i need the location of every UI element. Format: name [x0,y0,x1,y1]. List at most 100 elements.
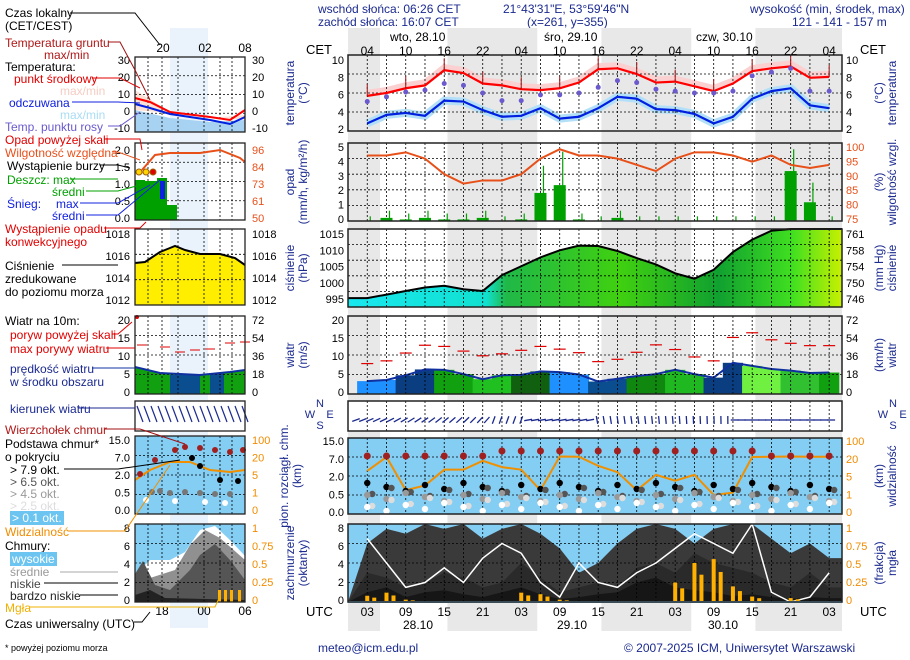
cloud-base-dot [426,494,434,502]
fog-tick: 0.75 [846,541,867,553]
dew-point [499,98,505,104]
wind-arrow [498,416,503,424]
temp-tick-right: 4 [846,107,852,119]
wind-arrow [524,418,533,422]
hour-label-cet: 22 [476,44,490,58]
legend-okt-45: > 4.5 okt. [10,487,60,501]
wind-arrow [421,417,429,423]
mini-wind-area-dark [210,373,224,394]
dew-point [672,88,678,94]
utc-label-right: UTC [860,604,887,619]
legend-wind: Wiatr na 10m: [5,314,80,328]
mini-okta-panel [134,523,246,603]
hour-label-utc: 21 [784,605,798,619]
mini-fraction-tick: 0.25 [252,577,273,589]
wind-arrow [637,415,640,425]
cloud-base-dot [446,486,453,494]
cloud-top-dot [671,447,679,455]
email-link[interactable]: meteo@icm.edu.pl [318,641,419,655]
cloud-top-dot [556,447,564,455]
pressure-axis-label: ciśnienie (hPa) [283,244,310,291]
hour-label-utc: 15 [746,605,760,619]
legend-temp-mid: punkt środkowy [14,72,98,86]
svg-text:wiatr: wiatr [283,342,297,368]
wind-arrow [657,415,661,425]
coordinates-text: 21°43'31"E, 53°59'46"N [503,2,630,16]
mini-cloud-tick: 2.0 [115,470,130,482]
cloud-base-dot [787,501,794,509]
mini-wind-area-dark [170,375,200,394]
wind-speed-bar [549,372,570,394]
cloud-base-dot [484,484,491,492]
mini-pressure-tick: 1018 [106,229,130,241]
svg-text:pion. rozciągł. chm.: pion. rozciągł. chm. [277,424,291,527]
mini-humidity-line [141,148,246,171]
wind-arrow [586,418,595,422]
wind-arrow [372,417,381,423]
mini-wind-arrow [227,405,235,423]
pressure-panel [347,228,843,308]
precip-axis-label: opad (mm/h, kg/m²/h) [283,140,310,225]
mini-precip-panel [134,142,246,221]
cloud-base-dot [806,505,814,513]
dew-point [595,84,601,90]
wind-speed-bar [799,372,821,394]
cloud-base-dot [580,496,588,504]
rain-bar [418,217,431,221]
cloud-base-dot [830,486,838,494]
wind-speed-bar [742,365,763,394]
cet-label-left: CET [306,42,332,57]
hour-label-utc: 09 [553,605,567,619]
mini-pressure-line [134,244,246,266]
dew-point [460,82,466,88]
fog-axis-label: (frakcja) mgła [872,541,899,584]
cloud-base-dot [696,500,703,508]
mini-utc-hour: 06 [238,604,252,618]
wind-arrow [519,416,524,424]
okta-tick: 2 [338,577,344,589]
svg-text:(hPa): (hPa) [296,253,310,282]
mini-wind-arrow [143,405,151,423]
mini-precip-tick: 0.0 [115,213,130,225]
cloud-base-dot [595,501,602,509]
cloud-top-dot [748,447,756,455]
mini-cloud-panel [134,435,246,515]
fog-bar [737,591,742,602]
mini-wind-tick: 5 [124,369,130,381]
cloud-base-dot [561,502,568,510]
legend-gust-max: max porywy wiatru [10,342,110,356]
cloud-axis-label: pion. rozciągł. chm. (km) [277,424,304,527]
rain-bar [553,185,566,221]
wind-arrow [579,418,588,422]
pressure-tick: 1005 [320,262,344,274]
wind-arrow [400,417,408,423]
svg-text:(%): (%) [872,173,886,192]
compass-s-right: S [889,420,896,432]
okta-tick: 8 [338,523,344,535]
precip-tick: 4 [338,156,344,168]
legend-gust-over: poryw powyżej skali [10,328,117,342]
legend-cloud-base: Podstawa chmur* [5,437,100,451]
legend-leader-line [112,321,133,335]
cloud-base-dot [479,495,486,503]
wind-arrow [476,416,484,424]
cloud-base-dot [671,507,679,515]
cloud-base-dot [383,483,390,491]
cloud-base-dot [729,499,737,507]
fog-tick: 0.25 [846,577,867,589]
pressure-tick: 1010 [320,245,344,257]
cloud-base-dot [792,500,799,508]
svg-text:widzialność: widzialność [885,445,899,507]
wind-arrow [491,416,496,424]
cloud-base-dot [729,485,737,493]
wind-arrow [602,415,606,425]
cloud-base-dot [556,491,563,499]
cloud-top-dot [787,452,795,460]
mini-rain-bar [145,181,157,220]
legend-pressure-2: zredukowane [5,272,77,286]
mini-rain-bar [135,180,145,220]
compass-s: S [316,420,323,432]
dew-point [480,90,486,96]
cloud-top-dot [729,447,737,455]
